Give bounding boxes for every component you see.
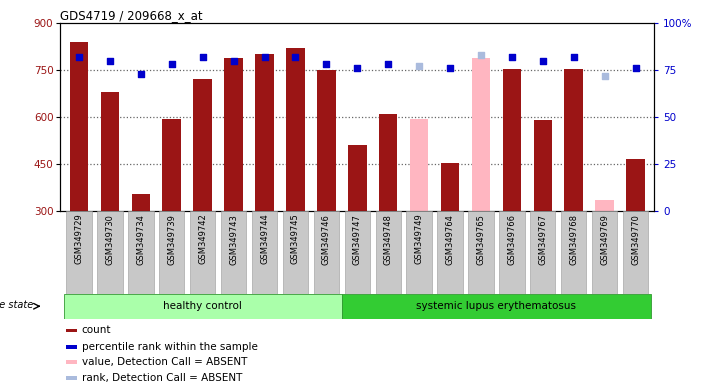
Point xyxy=(630,65,641,71)
Point xyxy=(475,52,486,58)
Bar xyxy=(101,92,119,211)
Bar xyxy=(66,361,77,364)
Bar xyxy=(283,211,308,294)
Bar xyxy=(66,329,77,333)
Bar xyxy=(565,68,583,211)
Bar xyxy=(193,79,212,211)
Point xyxy=(228,58,240,64)
Text: GSM349742: GSM349742 xyxy=(198,214,207,265)
Text: GSM349765: GSM349765 xyxy=(476,214,486,265)
Bar xyxy=(379,114,397,211)
Point xyxy=(568,54,579,60)
Bar xyxy=(255,55,274,211)
Point xyxy=(73,54,85,60)
Bar xyxy=(623,211,648,294)
Point xyxy=(537,58,548,64)
Text: systemic lupus erythematosus: systemic lupus erythematosus xyxy=(417,301,577,311)
Bar xyxy=(375,211,401,294)
Bar xyxy=(441,162,459,211)
Bar xyxy=(626,159,645,211)
Bar xyxy=(317,70,336,211)
Text: disease state: disease state xyxy=(0,300,33,310)
Text: count: count xyxy=(82,326,112,336)
Text: GDS4719 / 209668_x_at: GDS4719 / 209668_x_at xyxy=(60,9,203,22)
Bar xyxy=(70,42,88,211)
Point xyxy=(290,54,301,60)
Text: GSM349768: GSM349768 xyxy=(570,214,578,265)
Point xyxy=(321,61,332,68)
Bar xyxy=(163,119,181,211)
Bar xyxy=(63,294,342,319)
Bar xyxy=(132,194,150,211)
Bar xyxy=(221,211,246,294)
Point xyxy=(413,63,424,70)
Text: healthy control: healthy control xyxy=(164,301,242,311)
Point xyxy=(105,58,116,64)
Text: GSM349743: GSM349743 xyxy=(229,214,238,265)
Bar xyxy=(469,211,493,294)
Text: percentile rank within the sample: percentile rank within the sample xyxy=(82,342,257,352)
Text: GSM349748: GSM349748 xyxy=(384,214,392,265)
Point xyxy=(383,61,394,68)
Bar xyxy=(592,211,617,294)
Text: GSM349729: GSM349729 xyxy=(75,214,83,265)
Text: GSM349745: GSM349745 xyxy=(291,214,300,265)
Point xyxy=(444,65,456,71)
Bar xyxy=(314,211,339,294)
Text: GSM349730: GSM349730 xyxy=(105,214,114,265)
Bar xyxy=(471,58,491,211)
Bar xyxy=(499,211,525,294)
Bar xyxy=(224,58,243,211)
Bar xyxy=(252,211,277,294)
Bar xyxy=(286,48,305,211)
Bar xyxy=(533,120,552,211)
Text: GSM349747: GSM349747 xyxy=(353,214,362,265)
Text: GSM349744: GSM349744 xyxy=(260,214,269,265)
Text: GSM349746: GSM349746 xyxy=(322,214,331,265)
Point xyxy=(135,71,146,77)
Bar xyxy=(345,211,370,294)
Text: rank, Detection Call = ABSENT: rank, Detection Call = ABSENT xyxy=(82,373,242,383)
Text: GSM349739: GSM349739 xyxy=(167,214,176,265)
Point xyxy=(259,54,270,60)
Point xyxy=(351,65,363,71)
Point xyxy=(599,73,610,79)
Bar xyxy=(66,345,77,349)
Text: GSM349766: GSM349766 xyxy=(508,214,516,265)
Bar xyxy=(437,211,463,294)
Point xyxy=(506,54,518,60)
Bar xyxy=(190,211,215,294)
Bar xyxy=(159,211,184,294)
Text: GSM349734: GSM349734 xyxy=(137,214,145,265)
Point xyxy=(197,54,208,60)
Bar xyxy=(530,211,555,294)
Text: value, Detection Call = ABSENT: value, Detection Call = ABSENT xyxy=(82,358,247,367)
Bar xyxy=(407,211,432,294)
Text: GSM349769: GSM349769 xyxy=(600,214,609,265)
Text: GSM349770: GSM349770 xyxy=(631,214,640,265)
Point xyxy=(166,61,178,68)
Text: GSM349764: GSM349764 xyxy=(446,214,454,265)
Text: GSM349749: GSM349749 xyxy=(415,214,424,265)
Bar xyxy=(97,211,122,294)
Bar xyxy=(342,294,651,319)
Bar xyxy=(595,200,614,211)
Bar xyxy=(503,68,521,211)
Bar xyxy=(66,211,92,294)
Text: GSM349767: GSM349767 xyxy=(538,214,547,265)
Bar xyxy=(128,211,154,294)
Bar xyxy=(66,376,77,380)
Bar xyxy=(561,211,587,294)
Bar xyxy=(348,146,367,211)
Bar xyxy=(410,119,429,211)
